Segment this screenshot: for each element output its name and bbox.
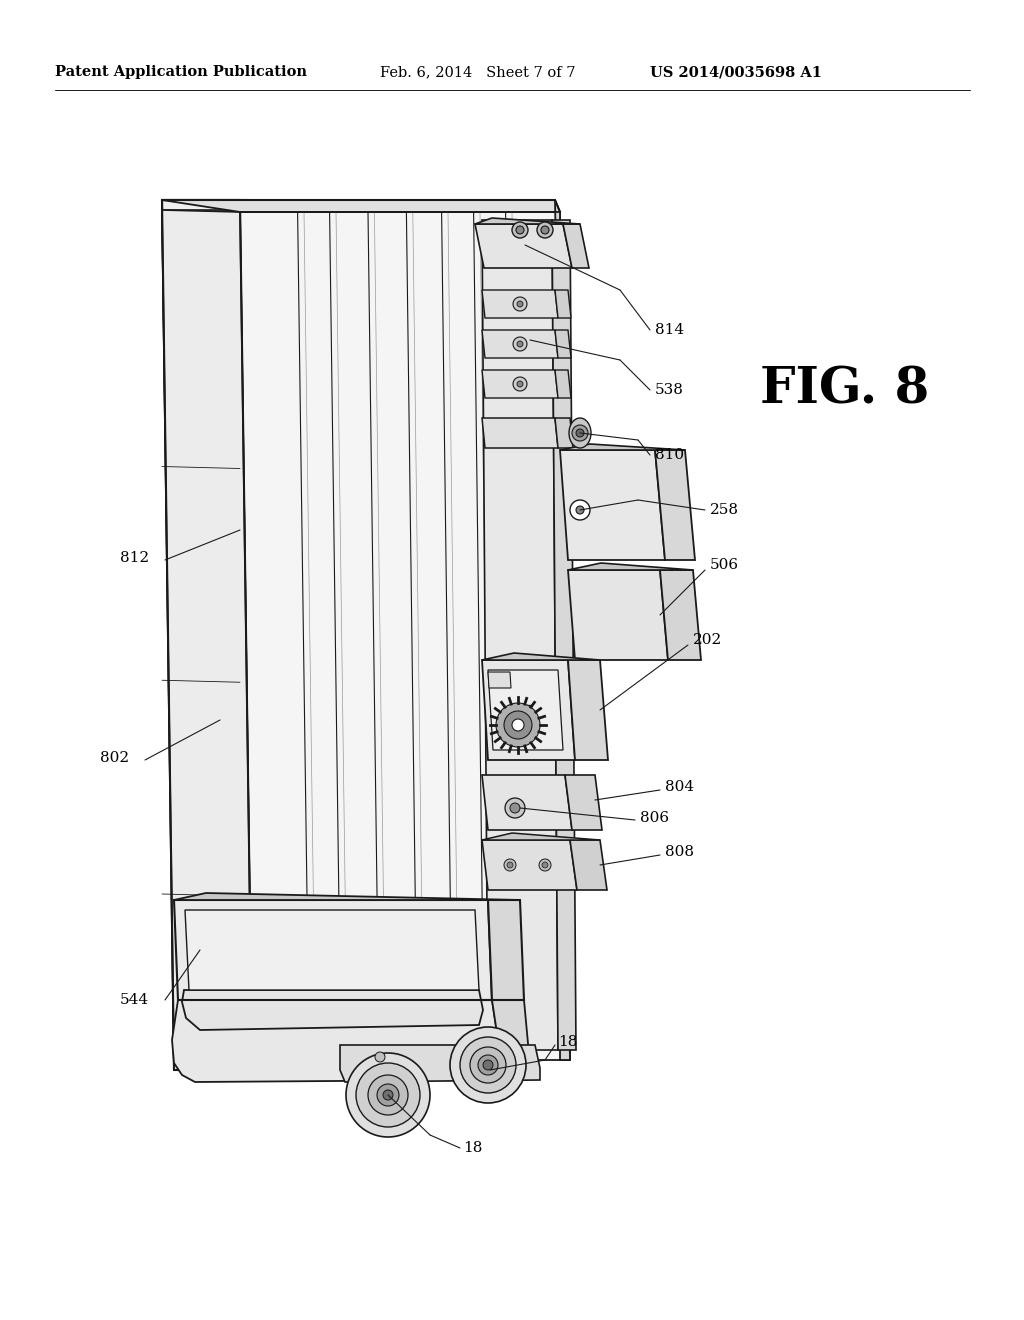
Text: 506: 506	[710, 558, 739, 572]
Polygon shape	[552, 220, 575, 1049]
Circle shape	[483, 1060, 493, 1071]
Polygon shape	[568, 564, 693, 570]
Circle shape	[512, 719, 524, 731]
Circle shape	[517, 381, 523, 387]
Polygon shape	[482, 653, 600, 660]
Polygon shape	[162, 210, 252, 1065]
Circle shape	[356, 1063, 420, 1127]
Circle shape	[383, 1090, 393, 1100]
Text: 18: 18	[558, 1035, 578, 1049]
Polygon shape	[174, 900, 492, 1001]
Circle shape	[537, 222, 553, 238]
Polygon shape	[240, 213, 570, 1060]
Circle shape	[517, 341, 523, 347]
Text: 804: 804	[665, 780, 694, 795]
Circle shape	[542, 862, 548, 869]
Circle shape	[539, 859, 551, 871]
Polygon shape	[482, 418, 558, 447]
Circle shape	[450, 1027, 526, 1104]
Polygon shape	[568, 660, 608, 760]
Circle shape	[375, 1052, 385, 1063]
Text: 808: 808	[665, 845, 694, 859]
Text: FIG. 8: FIG. 8	[760, 366, 929, 414]
Circle shape	[507, 862, 513, 869]
Circle shape	[512, 222, 528, 238]
Circle shape	[516, 226, 524, 234]
Text: US 2014/0035698 A1: US 2014/0035698 A1	[650, 65, 822, 79]
Polygon shape	[482, 833, 600, 840]
Polygon shape	[482, 660, 575, 760]
Polygon shape	[560, 444, 685, 450]
Circle shape	[510, 803, 520, 813]
Text: 802: 802	[100, 751, 129, 766]
Circle shape	[346, 1053, 430, 1137]
Polygon shape	[475, 224, 572, 268]
Circle shape	[575, 506, 584, 513]
Polygon shape	[560, 450, 665, 560]
Polygon shape	[488, 672, 511, 688]
Circle shape	[478, 1055, 498, 1074]
Polygon shape	[555, 418, 573, 447]
Polygon shape	[555, 370, 571, 399]
Circle shape	[460, 1038, 516, 1093]
Text: 544: 544	[120, 993, 150, 1007]
Polygon shape	[482, 370, 558, 399]
Circle shape	[485, 1052, 495, 1063]
Circle shape	[513, 378, 527, 391]
Text: 814: 814	[655, 323, 684, 337]
Circle shape	[570, 500, 590, 520]
Polygon shape	[340, 1045, 540, 1082]
Circle shape	[496, 704, 540, 747]
Polygon shape	[655, 450, 695, 560]
Polygon shape	[555, 201, 570, 1060]
Circle shape	[572, 425, 588, 441]
Text: 810: 810	[655, 447, 684, 462]
Polygon shape	[482, 840, 577, 890]
Text: 538: 538	[655, 383, 684, 397]
Polygon shape	[482, 775, 572, 830]
Polygon shape	[555, 290, 571, 318]
Polygon shape	[482, 330, 558, 358]
Polygon shape	[482, 220, 558, 1049]
Text: 812: 812	[120, 550, 150, 565]
Polygon shape	[488, 900, 524, 1001]
Polygon shape	[174, 894, 520, 900]
Text: 258: 258	[710, 503, 739, 517]
Circle shape	[470, 1047, 506, 1082]
Polygon shape	[568, 570, 668, 660]
Polygon shape	[162, 201, 560, 213]
Circle shape	[575, 429, 584, 437]
Circle shape	[377, 1084, 399, 1106]
Polygon shape	[185, 909, 479, 990]
Circle shape	[504, 711, 532, 739]
Polygon shape	[172, 1001, 498, 1082]
Text: 806: 806	[640, 810, 669, 825]
Text: 18: 18	[463, 1140, 482, 1155]
Text: Patent Application Publication: Patent Application Publication	[55, 65, 307, 79]
Circle shape	[513, 337, 527, 351]
Circle shape	[517, 301, 523, 308]
Circle shape	[368, 1074, 408, 1115]
Polygon shape	[162, 210, 253, 1065]
Polygon shape	[555, 330, 571, 358]
Polygon shape	[475, 218, 580, 224]
Polygon shape	[570, 840, 607, 890]
Circle shape	[513, 297, 527, 312]
Polygon shape	[565, 775, 602, 830]
Circle shape	[504, 859, 516, 871]
Polygon shape	[660, 570, 701, 660]
Circle shape	[505, 799, 525, 818]
Text: 202: 202	[693, 634, 722, 647]
Polygon shape	[488, 671, 563, 750]
Text: Feb. 6, 2014   Sheet 7 of 7: Feb. 6, 2014 Sheet 7 of 7	[380, 65, 575, 79]
Circle shape	[541, 226, 549, 234]
Polygon shape	[162, 201, 260, 1071]
Polygon shape	[182, 990, 483, 1030]
Ellipse shape	[569, 418, 591, 447]
Polygon shape	[476, 1001, 530, 1080]
Polygon shape	[563, 224, 589, 268]
Polygon shape	[482, 290, 558, 318]
